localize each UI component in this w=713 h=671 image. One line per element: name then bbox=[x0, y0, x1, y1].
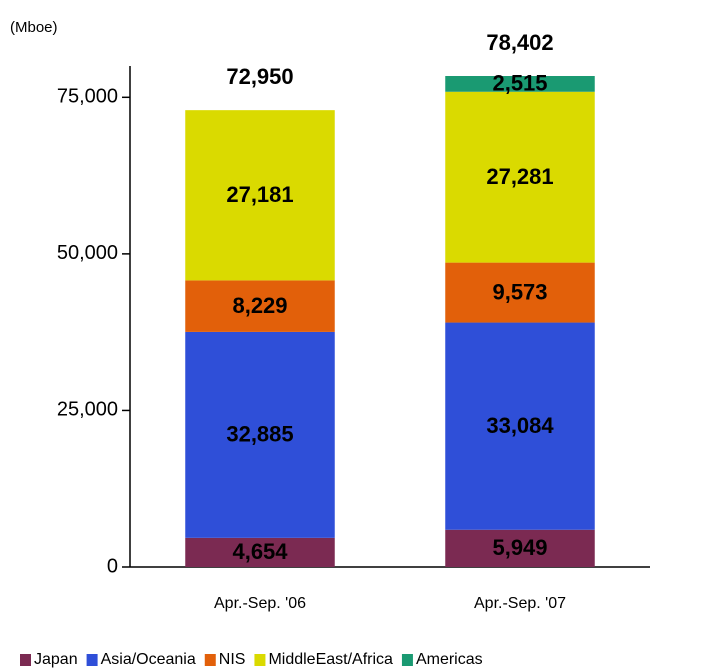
x-tick-label: Apr.-Sep. '07 bbox=[474, 595, 566, 612]
data-label: 33,084 bbox=[486, 413, 554, 438]
legend-swatch bbox=[20, 654, 31, 666]
data-label: 2,515 bbox=[492, 71, 547, 96]
bar-segment bbox=[445, 262, 595, 323]
legend-label: NIS bbox=[219, 651, 246, 668]
bar-segment bbox=[445, 91, 595, 263]
y-tick-label: 75,000 bbox=[57, 86, 118, 108]
y-tick-label: 0 bbox=[107, 555, 118, 577]
bar-segment bbox=[185, 537, 335, 567]
bar-segment bbox=[445, 76, 595, 92]
data-label: 5,949 bbox=[492, 535, 547, 560]
legend-label: MiddleEast/Africa bbox=[268, 651, 393, 668]
bar-segment bbox=[185, 280, 335, 332]
legend-swatch bbox=[86, 654, 98, 666]
data-label: 9,573 bbox=[492, 279, 547, 304]
x-tick-label: Apr.-Sep. '06 bbox=[214, 595, 306, 612]
data-label: 27,181 bbox=[226, 182, 293, 207]
y-tick-label: 50,000 bbox=[57, 242, 118, 264]
legend-label: Americas bbox=[416, 651, 483, 668]
total-label: 78,402 bbox=[486, 30, 553, 55]
legend-swatch bbox=[254, 654, 266, 666]
bar-segment bbox=[445, 529, 595, 567]
total-label: 72,950 bbox=[226, 64, 293, 89]
y-tick-label: 25,000 bbox=[57, 399, 118, 421]
legend-label: Japan bbox=[34, 651, 78, 668]
data-label: 8,229 bbox=[232, 293, 287, 318]
unit-label: (Mboe) bbox=[10, 19, 58, 36]
bar-segment bbox=[185, 110, 335, 281]
data-label: 32,885 bbox=[226, 422, 293, 447]
data-label: 4,654 bbox=[232, 539, 288, 564]
legend-swatch bbox=[204, 654, 216, 666]
bar-segment bbox=[185, 331, 335, 538]
legend-swatch bbox=[401, 654, 413, 666]
legend-label: Asia/Oceania bbox=[101, 651, 196, 668]
data-label: 27,281 bbox=[486, 164, 553, 189]
bar-segment bbox=[445, 322, 595, 530]
